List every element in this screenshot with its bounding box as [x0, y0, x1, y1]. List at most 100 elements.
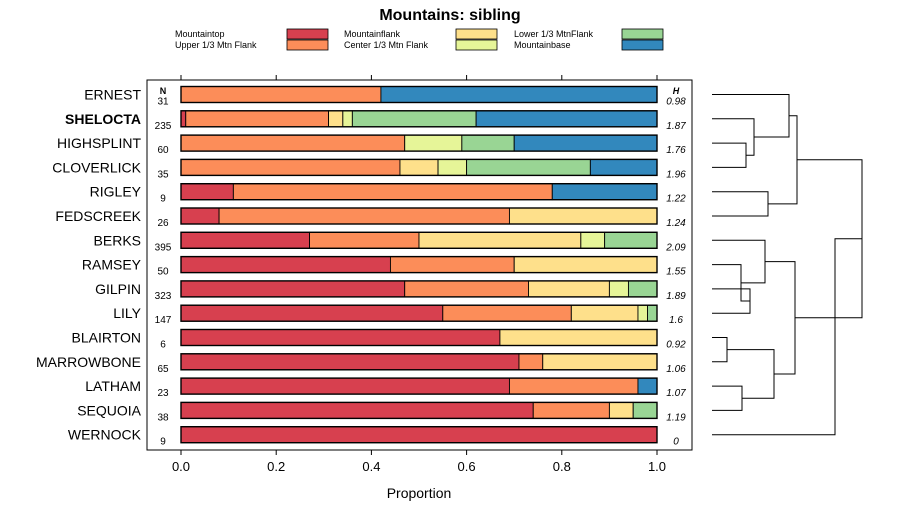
dendrogram-branch: [712, 191, 769, 217]
chart-title: Mountains: sibling: [379, 7, 520, 24]
bar-segment: [399, 158, 439, 176]
x-tick-label: 0.2: [267, 459, 285, 474]
x-tick-label: 0.0: [172, 459, 190, 474]
plot-frame: [146, 79, 693, 451]
h-value: 1.06: [666, 364, 686, 375]
n-value: 6: [160, 340, 166, 351]
x-tick-label: 0.8: [553, 459, 571, 474]
bar-outline: [180, 231, 658, 250]
legend-label: Upper 1/3 Mtn Flank: [175, 40, 257, 50]
legend-label: Mountainflank: [344, 29, 401, 39]
bar-outline: [180, 207, 658, 225]
bar-segment: [442, 304, 572, 322]
bar-segment: [328, 110, 344, 128]
category-label: LILY: [113, 305, 141, 321]
category-label: MARROWBONE: [36, 354, 141, 370]
dendrogram-branch: [712, 385, 743, 411]
bar-segment: [180, 183, 234, 201]
bar-outline: [180, 134, 658, 152]
bar-segment: [518, 353, 544, 371]
n-value: 9: [160, 194, 166, 205]
dendrogram: [712, 94, 863, 436]
category-label: LATHAM: [85, 378, 141, 394]
dendrogram-branch: [712, 142, 747, 168]
category-label: RAMSEY: [82, 257, 142, 273]
dendrogram-branch: [712, 337, 728, 363]
n-value: 26: [157, 218, 169, 229]
dendrogram-branch: [727, 349, 775, 399]
dendrogram-branch: [765, 261, 796, 375]
n-value: 235: [155, 121, 172, 132]
bar-segment: [608, 401, 634, 419]
bar-segment: [180, 207, 220, 225]
bar-segment: [180, 401, 534, 419]
bar-segment: [637, 304, 648, 322]
bar-segment: [180, 110, 187, 128]
bar-segment: [380, 86, 658, 103]
h-value: 0: [673, 437, 679, 448]
bar-segment: [180, 329, 501, 346]
bar-segment: [466, 158, 591, 176]
bar-outline: [180, 158, 658, 177]
bar-segment: [637, 377, 658, 395]
dendrogram-branch: [712, 239, 766, 284]
bar-segment: [351, 110, 477, 128]
bar-segment: [542, 353, 658, 371]
bar-outline: [180, 280, 658, 298]
bar-outline: [180, 255, 658, 274]
bar-segment: [580, 231, 606, 249]
category-label: HIGHSPLINT: [57, 135, 141, 151]
bar-segment: [608, 280, 629, 298]
bar-segment: [180, 280, 406, 298]
bar-segment: [180, 426, 658, 444]
category-label: WERNOCK: [68, 427, 142, 443]
n-header: N: [160, 86, 167, 96]
n-value: 323: [155, 291, 172, 302]
category-label: SHELOCTA: [65, 111, 141, 127]
legend-label: Center 1/3 Mtn Flank: [344, 40, 429, 50]
bar-outline: [180, 426, 658, 444]
bar-outline: [180, 377, 658, 395]
bar-segment: [604, 231, 658, 249]
dendrogram-branch: [712, 238, 862, 436]
legend-swatch: [455, 39, 498, 51]
n-value: 35: [157, 169, 169, 180]
legend-swatch: [286, 39, 329, 51]
bar-segment: [627, 280, 658, 298]
bar-segment: [418, 231, 582, 249]
bar-segment: [404, 280, 529, 298]
bar-segment: [180, 158, 401, 176]
n-value: 38: [157, 412, 169, 423]
h-value: 0.92: [666, 340, 686, 351]
legend-swatch: [621, 39, 664, 51]
bar-segment: [513, 256, 658, 274]
h-value: 1.19: [666, 412, 686, 423]
x-tick-label: 0.6: [458, 459, 476, 474]
bar-outline: [180, 401, 658, 420]
bar-segment: [185, 110, 330, 128]
bar-segment: [232, 183, 553, 201]
x-tick-label: 0.4: [362, 459, 380, 474]
bar-segment: [180, 353, 520, 371]
bar-segment: [528, 280, 610, 298]
bar-segment: [180, 134, 406, 152]
x-axis: 0.0 0.2 0.4 0.6 0.8 1.0: [172, 75, 666, 474]
bar-segment: [309, 231, 420, 249]
bar-segment: [647, 304, 658, 322]
category-label: RIGLEY: [90, 184, 142, 200]
bar-segment: [551, 183, 658, 201]
dendrogram-branch: [768, 115, 798, 205]
category-label: GILPIN: [95, 281, 141, 297]
legend-label: Mountainbase: [514, 40, 571, 50]
h-value: 1.89: [666, 291, 686, 302]
h-value: 1.24: [666, 218, 686, 229]
h-value: 0.98: [666, 97, 686, 108]
n-value: 23: [157, 388, 169, 399]
legend-label: Lower 1/3 MtnFlank: [514, 29, 594, 39]
n-value: 65: [157, 364, 169, 375]
category-label: CLOVERLICK: [52, 159, 141, 175]
bar-segment: [437, 158, 468, 176]
bars-group: [180, 85, 658, 444]
